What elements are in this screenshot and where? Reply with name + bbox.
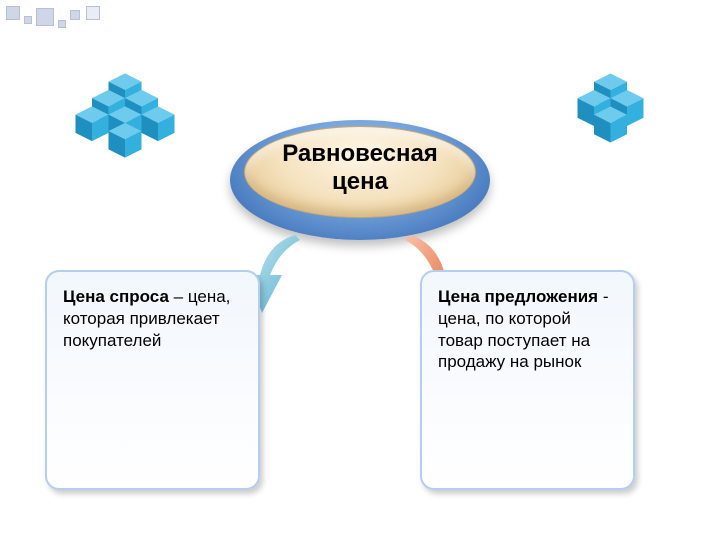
badge-title: Равновесная цена (230, 140, 490, 195)
infobox-demand-text: Цена спроса – цена, которая привлекает п… (63, 286, 242, 351)
infobox-demand-lead: Цена спроса (63, 287, 169, 306)
central-badge: Равновесная цена (230, 120, 490, 240)
cube-graphic-left (70, 55, 180, 165)
infobox-supply-lead: Цена предложения (438, 287, 598, 306)
infobox-supply: Цена предложения - цена, по которой това… (420, 270, 635, 490)
corner-decoration (6, 6, 146, 36)
infobox-demand: Цена спроса – цена, которая привлекает п… (45, 270, 260, 490)
badge-title-line1: Равновесная (282, 140, 438, 167)
badge-title-line2: цена (332, 168, 388, 195)
infobox-supply-text: Цена предложения - цена, по которой това… (438, 286, 617, 373)
cube-graphic-right (566, 56, 665, 155)
